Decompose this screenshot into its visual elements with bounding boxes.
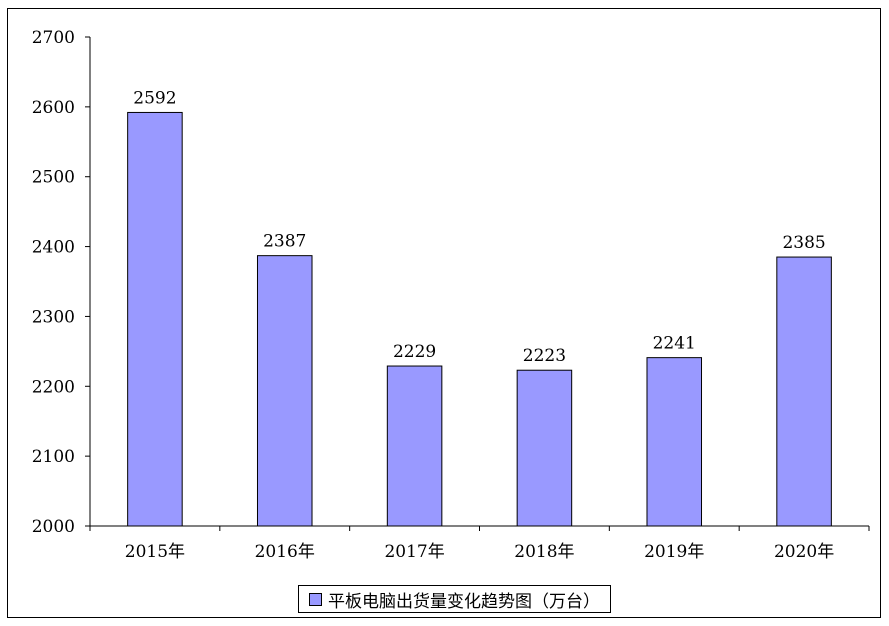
data-label: 2229: [393, 342, 436, 362]
legend-label: 平板电脑出货量变化趋势图（万台）: [328, 591, 600, 612]
data-label: 2385: [782, 233, 825, 253]
legend-swatch: [309, 592, 322, 606]
x-tick-label: 2018年: [514, 542, 574, 562]
bar: [646, 357, 703, 527]
y-tick-label: 2300: [32, 307, 75, 327]
bar: [386, 365, 443, 527]
data-label: 2223: [523, 346, 566, 366]
data-label: 2592: [133, 88, 176, 108]
bar: [776, 256, 832, 527]
bar: [256, 255, 313, 527]
bar: [127, 111, 183, 527]
data-label: 2241: [653, 334, 696, 354]
x-tick-label: 2015年: [125, 542, 185, 562]
data-label: 2387: [263, 232, 306, 252]
y-tick-label: 2700: [32, 28, 75, 48]
bar: [516, 369, 573, 527]
y-tick-label: 2000: [32, 517, 75, 537]
x-tick-label: 2020年: [774, 542, 834, 562]
y-tick-label: 2400: [32, 238, 75, 258]
y-tick-label: 2200: [32, 377, 75, 397]
y-tick-label: 2500: [32, 168, 75, 188]
legend: 平板电脑出货量变化趋势图（万台）: [298, 585, 611, 613]
x-tick-label: 2019年: [644, 542, 704, 562]
y-tick-label: 2100: [32, 447, 75, 467]
x-tick-label: 2016年: [255, 542, 315, 562]
y-tick-label: 2600: [32, 98, 75, 118]
x-tick-label: 2017年: [384, 542, 444, 562]
